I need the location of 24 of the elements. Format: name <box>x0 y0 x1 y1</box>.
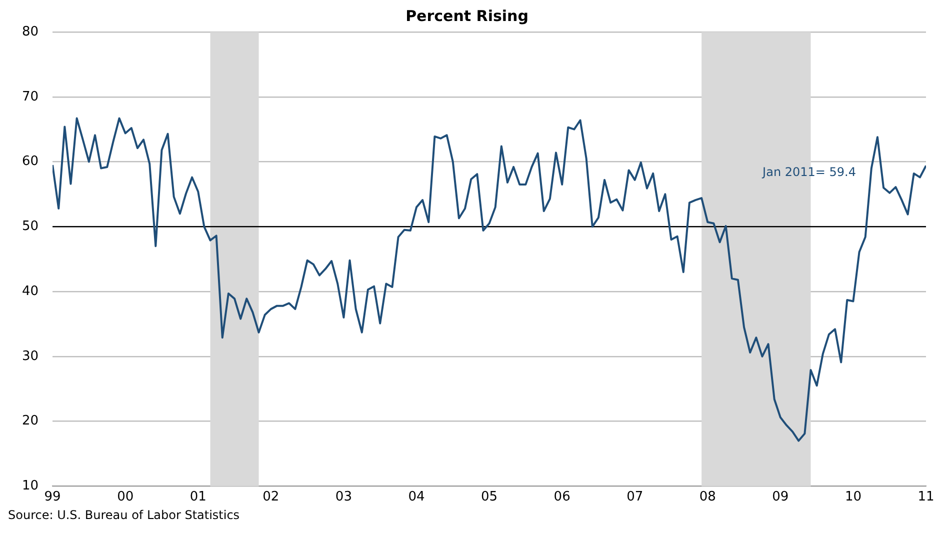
chart-title: Percent Rising <box>406 6 528 25</box>
x-tick-label: 06 <box>554 489 570 504</box>
y-tick-label: 30 <box>22 348 39 364</box>
y-tick-label: 60 <box>22 154 39 170</box>
x-tick-label: 03 <box>335 489 352 504</box>
y-tick-label: 20 <box>22 414 39 429</box>
x-tick-label: 02 <box>262 489 280 504</box>
x-tick-label: 11 <box>918 489 934 504</box>
x-tick-label: 04 <box>408 489 425 504</box>
y-tick-label: 40 <box>22 284 39 299</box>
x-tick-label: 09 <box>772 489 789 504</box>
x-tick-label: 08 <box>699 489 716 504</box>
x-tick-label: 01 <box>190 489 206 504</box>
annotation: Jan 2011= 59.4 <box>762 164 856 179</box>
x-tick-label: 05 <box>481 489 498 504</box>
x-tick-label: 00 <box>117 489 134 504</box>
source-note: Source: U.S. Bureau of Labor Statistics <box>8 508 241 522</box>
x-tick-label: 99 <box>44 489 61 504</box>
y-tick-label: 80 <box>22 24 39 40</box>
x-tick-label: 07 <box>626 489 644 504</box>
x-tick-label: 10 <box>844 489 862 504</box>
y-tick-label: 10 <box>22 478 39 494</box>
y-tick-label: 50 <box>22 219 39 234</box>
y-tick-label: 70 <box>22 89 39 104</box>
